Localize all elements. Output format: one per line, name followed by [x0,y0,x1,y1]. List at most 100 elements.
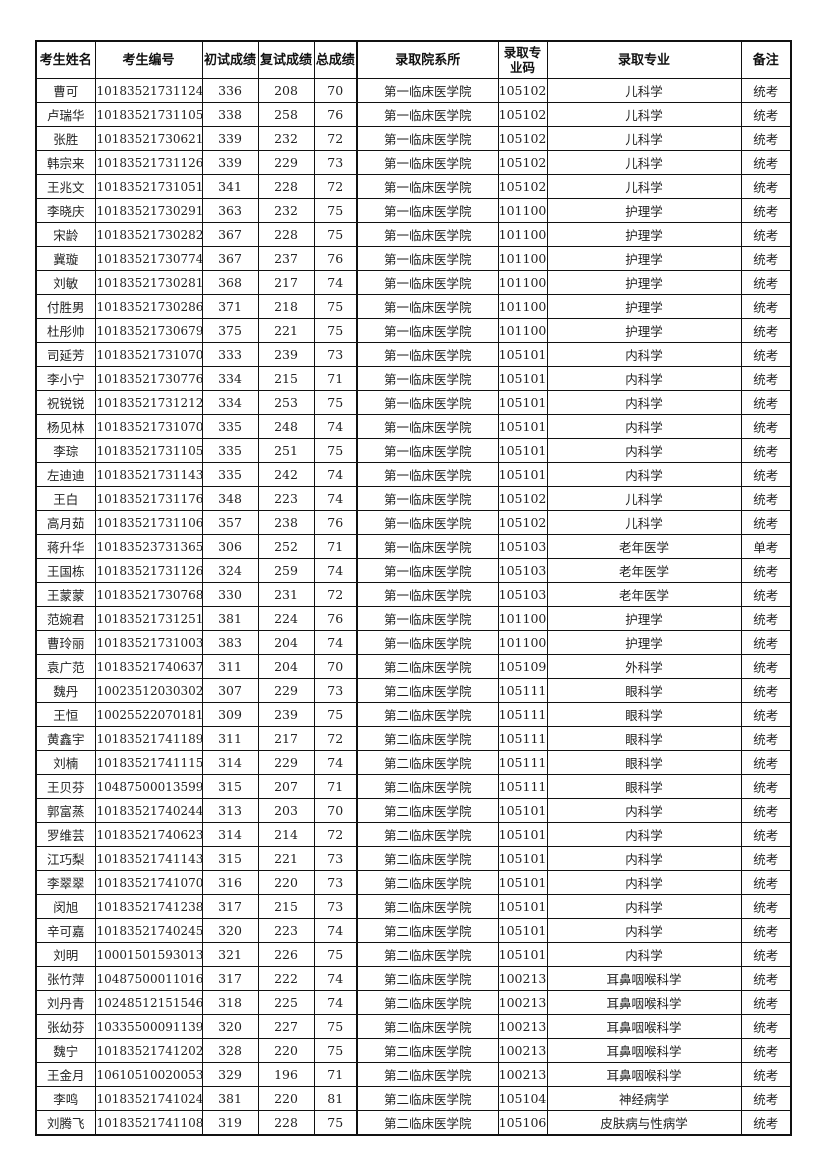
cell-major-code: 105109 [497,654,548,679]
cell-department: 第二临床医学院 [356,942,499,967]
cell-retest-score: 251 [257,438,315,463]
cell-total-score: 75 [313,702,358,727]
cell-retest-score: 204 [257,630,315,655]
table-row: 宋龄 101835217302822 367 228 75 第一临床医学院 101100 护理… [35,222,792,247]
cell-name: 王恒 [35,702,96,727]
cell-note: 统考 [740,654,792,679]
cell-department: 第二临床医学院 [356,846,499,871]
cell-retest-score: 231 [257,582,315,607]
cell-note: 统考 [740,1110,792,1136]
table-row: 李晓庆 101835217302915 363 232 75 第一临床医学院 101100 护… [35,198,792,223]
cell-name: 付胜男 [35,294,96,319]
cell-id: 101835217312123 [94,390,203,415]
cell-major-code: 101100 [497,294,548,319]
cell-major-code: 105101 [497,438,548,463]
cell-initial-score: 320 [201,918,259,943]
cell-total-score: 74 [313,630,358,655]
cell-name: 江巧梨 [35,846,96,871]
cell-retest-score: 248 [257,414,315,439]
cell-initial-score: 318 [201,990,259,1015]
cell-id: 101835217411083 [94,1110,203,1136]
cell-total-score: 71 [313,1062,358,1087]
cell-major: 内科学 [546,462,742,487]
cell-initial-score: 309 [201,702,259,727]
cell-name: 王白 [35,486,96,511]
cell-name: 李琮 [35,438,96,463]
cell-name: 杨见林 [35,414,96,439]
cell-major-code: 105102 [497,102,548,127]
cell-id: 101835217311060 [94,510,203,535]
cell-major-code: 105101 [497,342,548,367]
cell-department: 第一临床医学院 [356,198,499,223]
table-row: 刘敏 101835217302815 368 217 74 第一临床医学院 101100 护理… [35,270,792,295]
header-department: 录取院系所 [356,40,499,79]
cell-note: 统考 [740,414,792,439]
cell-id: 100235120303023 [94,678,203,703]
cell-department: 第一临床医学院 [356,558,499,583]
cell-retest-score: 252 [257,534,315,559]
cell-total-score: 74 [313,462,358,487]
table-row: 冀璇 101835217307740 367 237 76 第一临床医学院 101100 护理… [35,246,792,271]
cell-major-code: 105102 [497,486,548,511]
cell-retest-score: 258 [257,102,315,127]
cell-name: 宋龄 [35,222,96,247]
cell-id: 101835217311265 [94,150,203,175]
table-row: 韩宗来 101835217311265 339 229 73 第一临床医学院 105102 儿… [35,150,792,175]
cell-note: 统考 [740,510,792,535]
cell-department: 第一临床医学院 [356,462,499,487]
cell-total-score: 75 [313,1110,358,1136]
cell-major: 内科学 [546,822,742,847]
cell-id: 101835217311437 [94,462,203,487]
cell-major-code: 105111 [497,750,548,775]
cell-major-code: 105101 [497,462,548,487]
table-row: 卢瑞华 101835217311058 338 258 76 第一临床医学院 105102 儿… [35,102,792,127]
cell-initial-score: 311 [201,726,259,751]
cell-initial-score: 315 [201,774,259,799]
cell-total-score: 75 [313,438,358,463]
cell-total-score: 74 [313,918,358,943]
cell-major-code: 105106 [497,1110,548,1136]
table-row: 张幼芬 103355000911397 320 227 75 第二临床医学院 100213 耳… [35,1014,792,1039]
cell-total-score: 72 [313,822,358,847]
cell-retest-score: 237 [257,246,315,271]
cell-major-code: 105102 [497,150,548,175]
cell-name: 李晓庆 [35,198,96,223]
cell-major-code: 105104 [497,1086,548,1111]
cell-initial-score: 319 [201,1110,259,1136]
cell-note: 统考 [740,486,792,511]
cell-major-code: 105111 [497,678,548,703]
cell-retest-score: 218 [257,294,315,319]
cell-major: 老年医学 [546,534,742,559]
cell-major-code: 105101 [497,366,548,391]
cell-note: 统考 [740,846,792,871]
cell-department: 第二临床医学院 [356,750,499,775]
cell-major: 护理学 [546,222,742,247]
cell-id: 101835217311266 [94,558,203,583]
cell-name: 韩宗来 [35,150,96,175]
cell-name: 卢瑞华 [35,102,96,127]
cell-initial-score: 367 [201,246,259,271]
cell-note: 统考 [740,966,792,991]
cell-initial-score: 367 [201,222,259,247]
cell-department: 第一临床医学院 [356,606,499,631]
cell-id: 101835237313658 [94,534,203,559]
cell-note: 统考 [740,1038,792,1063]
cell-retest-score: 204 [257,654,315,679]
cell-retest-score: 207 [257,774,315,799]
cell-name: 刘腾飞 [35,1110,96,1136]
cell-major-code: 105111 [497,774,548,799]
header-retest-score: 复试成绩 [257,40,315,79]
cell-retest-score: 221 [257,318,315,343]
table-row: 张竹萍 104875000110169 317 222 74 第二临床医学院 100213 耳… [35,966,792,991]
cell-major: 老年医学 [546,558,742,583]
cell-major-code: 105103 [497,582,548,607]
cell-department: 第一临床医学院 [356,294,499,319]
cell-retest-score: 214 [257,822,315,847]
cell-initial-score: 333 [201,342,259,367]
cell-retest-score: 220 [257,1038,315,1063]
cell-note: 统考 [740,390,792,415]
cell-retest-score: 229 [257,750,315,775]
cell-id: 101835217307680 [94,582,203,607]
cell-total-score: 75 [313,222,358,247]
cell-major: 耳鼻咽喉科学 [546,1038,742,1063]
